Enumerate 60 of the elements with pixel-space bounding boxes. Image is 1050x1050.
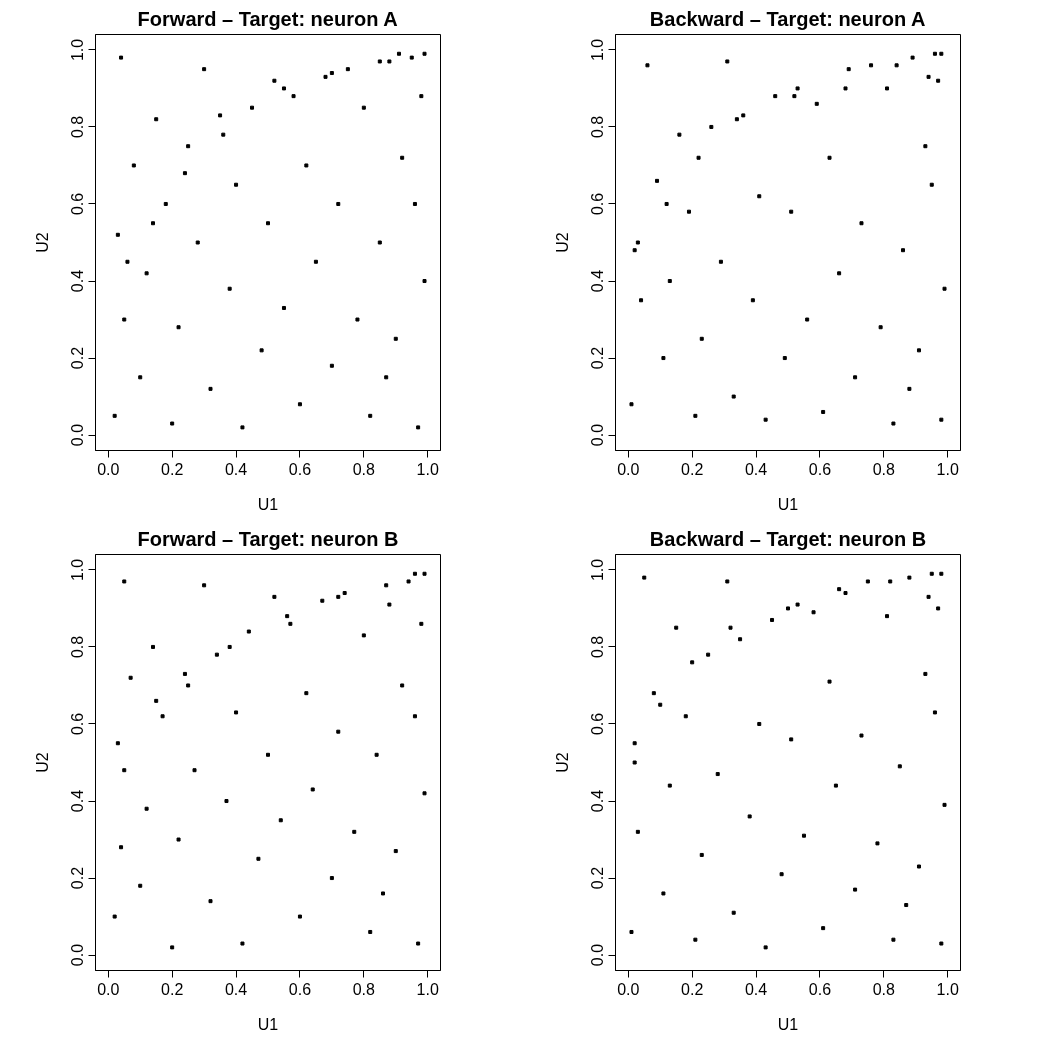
y-tick-label: 0.8 — [69, 635, 87, 659]
y-tick-label: 0.6 — [69, 192, 87, 216]
y-tick-label: 0.4 — [69, 789, 87, 813]
x-tick-label: 1.0 — [416, 980, 439, 998]
y-tick-label: 0.8 — [589, 115, 607, 139]
y-axis-title: U2 — [33, 752, 51, 773]
x-tick-label: 0.2 — [161, 460, 184, 478]
y-tick-label: 0.2 — [589, 866, 607, 890]
x-tick-label: 0.8 — [872, 980, 896, 998]
y-tick-label: 0.2 — [69, 346, 87, 370]
y-tick-label: 0.0 — [589, 423, 607, 447]
x-tick-label: 0.8 — [352, 980, 376, 998]
chart-title: Backward – Target: neuron B — [649, 527, 927, 550]
x-tick-label: 0.6 — [808, 980, 832, 998]
x-tick-label: 0.0 — [617, 460, 640, 478]
x-tick-label: 1.0 — [936, 980, 959, 998]
x-tick-label: 0.4 — [224, 460, 248, 478]
y-tick-label: 0.8 — [69, 115, 87, 139]
y-tick-label: 0.4 — [589, 789, 607, 813]
y-tick-label: 0.8 — [589, 635, 607, 659]
y-tick-label: 0.2 — [589, 346, 607, 370]
x-tick-label: 0.4 — [744, 460, 768, 478]
y-tick-label: 0.6 — [589, 192, 607, 216]
y-tick-label: 0.0 — [69, 943, 87, 967]
y-tick-label: 0.6 — [589, 712, 607, 736]
x-tick-label: 0.6 — [808, 460, 832, 478]
x-tick-label: 0.0 — [97, 460, 120, 478]
x-tick-label: 0.8 — [352, 460, 376, 478]
x-tick-label: 0.4 — [744, 980, 768, 998]
y-tick-label: 1.0 — [589, 38, 607, 62]
x-tick-label: 0.2 — [681, 460, 704, 478]
x-tick-label: 1.0 — [416, 460, 439, 478]
x-tick-label: 0.0 — [97, 980, 120, 998]
x-axis-title: U1 — [257, 1015, 279, 1033]
x-tick-label: 0.6 — [288, 980, 312, 998]
y-tick-label: 1.0 — [69, 558, 87, 582]
x-tick-label: 0.0 — [617, 980, 640, 998]
chart-title: Forward – Target: neuron B — [137, 527, 399, 550]
x-tick-label: 0.2 — [161, 980, 184, 998]
x-tick-label: 0.6 — [288, 460, 312, 478]
y-tick-label: 1.0 — [589, 558, 607, 582]
x-axis-title: U1 — [777, 1015, 799, 1033]
y-tick-label: 0.4 — [589, 269, 607, 293]
y-axis-title: U2 — [33, 232, 51, 253]
x-tick-label: 0.8 — [872, 460, 896, 478]
x-tick-label: 0.2 — [681, 980, 704, 998]
y-axis-title: U2 — [553, 752, 571, 773]
y-axis-title: U2 — [553, 232, 571, 253]
y-tick-label: 0.0 — [589, 943, 607, 967]
x-axis-title: U1 — [257, 495, 279, 513]
x-tick-label: 0.4 — [224, 980, 248, 998]
y-tick-label: 0.0 — [69, 423, 87, 447]
y-tick-label: 0.2 — [69, 866, 87, 890]
y-tick-label: 1.0 — [69, 38, 87, 62]
y-tick-label: 0.4 — [69, 269, 87, 293]
x-tick-label: 1.0 — [936, 460, 959, 478]
chart-title: Forward – Target: neuron A — [137, 7, 398, 30]
x-axis-title: U1 — [777, 495, 799, 513]
chart-title: Backward – Target: neuron A — [649, 7, 926, 30]
y-tick-label: 0.6 — [69, 712, 87, 736]
